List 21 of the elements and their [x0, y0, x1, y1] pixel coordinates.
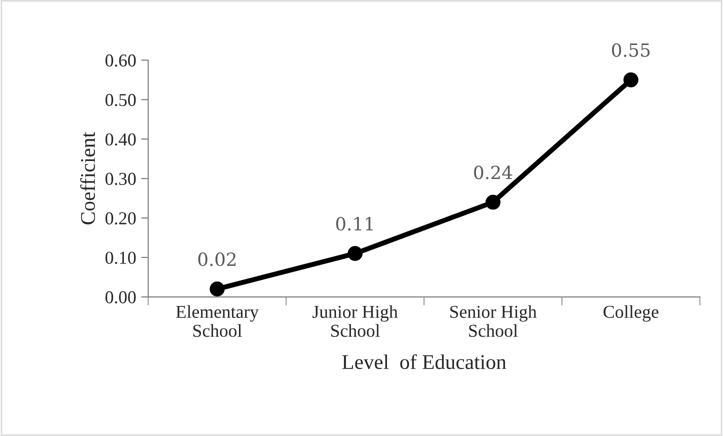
point	[623, 72, 638, 88]
x-tick-label: College	[604, 305, 658, 322]
point	[486, 194, 500, 210]
x-axis-title: Level of Education	[342, 354, 506, 370]
data-label: 0.02	[198, 252, 236, 266]
point	[348, 246, 363, 261]
x-tick-label: Junior High School	[312, 305, 398, 337]
y-tick-label: 0.50	[106, 94, 136, 106]
y-tick-label: 0.60	[106, 54, 136, 67]
x-tick-label: Senior High School	[450, 305, 537, 337]
data-label: 0.24	[474, 166, 512, 180]
data-label: 0.11	[336, 216, 373, 231]
point	[210, 282, 225, 296]
y-tick-label: 0.30	[106, 172, 136, 186]
y-axis-title: Coefficient	[80, 132, 96, 224]
data-label: 0.55	[612, 43, 650, 57]
y-tick-label: 0.40	[106, 133, 136, 146]
y-tick-label: 0.00	[106, 291, 136, 304]
y-tick-label: 0.10	[106, 252, 136, 264]
x-tick-label: Elementary School	[176, 305, 259, 337]
y-tick-label: 0.20	[106, 212, 136, 225]
